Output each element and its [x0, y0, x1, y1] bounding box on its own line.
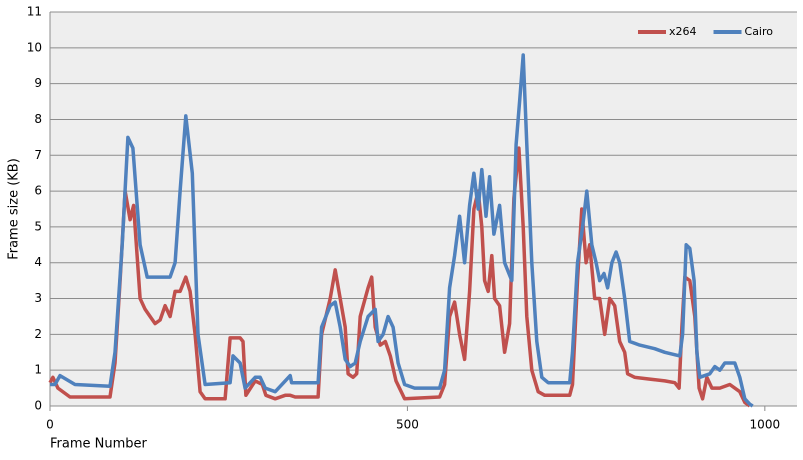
y-tick-label: 3 [34, 291, 42, 305]
plot-area [50, 12, 797, 406]
y-tick-label: 4 [34, 255, 42, 269]
y-tick-label: 11 [27, 5, 42, 19]
y-tick-label: 7 [34, 148, 42, 162]
legend-label: Cairo [745, 25, 774, 38]
x-tick-label: 500 [396, 418, 419, 432]
x-tick-label: 1000 [750, 418, 781, 432]
y-tick-label: 10 [27, 40, 42, 54]
x-axis-title: Frame Number [50, 437, 148, 452]
y-axis-title: Frame size (KB) [7, 158, 22, 260]
y-tick-label: 8 [34, 112, 42, 126]
series-line [48, 146, 751, 408]
y-tick-label: 6 [34, 184, 42, 198]
legend-label: x264 [669, 25, 697, 38]
y-tick-label: 9 [34, 76, 42, 90]
x-tick-label: 0 [46, 418, 54, 432]
y-tick-label: 1 [34, 363, 42, 377]
y-tick-label: 0 [34, 399, 42, 413]
y-tick-label: 5 [34, 219, 42, 233]
series-line [50, 53, 754, 408]
y-tick-label: 2 [34, 327, 42, 341]
